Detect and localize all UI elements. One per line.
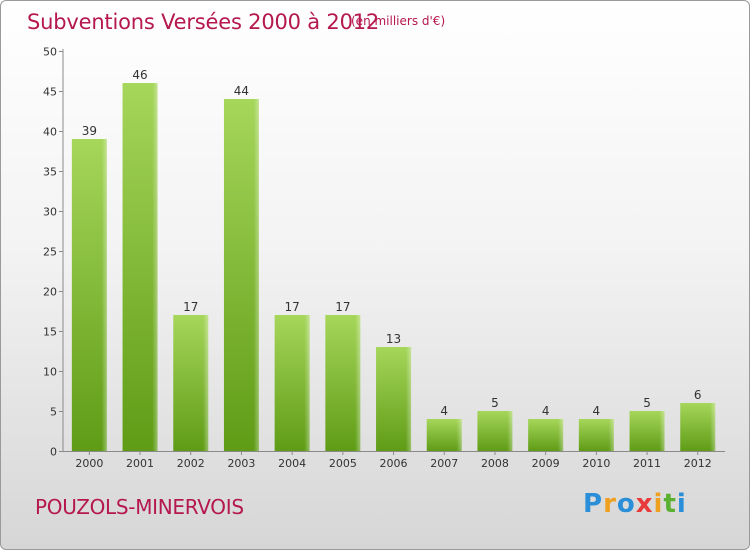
y-tick-label: 35 bbox=[43, 166, 57, 179]
y-tick-label: 25 bbox=[43, 246, 57, 259]
y-tick-label: 50 bbox=[43, 46, 57, 59]
data-label: 17 bbox=[335, 300, 350, 314]
x-tick-label: 2002 bbox=[177, 457, 205, 470]
x-tick-label: 2011 bbox=[633, 457, 661, 470]
data-label: 4 bbox=[440, 404, 448, 418]
x-tick-label: 2007 bbox=[430, 457, 458, 470]
bar-highlight bbox=[477, 411, 513, 451]
y-tick-label: 20 bbox=[43, 286, 57, 299]
data-label: 46 bbox=[132, 68, 147, 82]
y-tick-label: 0 bbox=[50, 446, 57, 459]
bar-highlight bbox=[223, 99, 259, 451]
bar-highlight bbox=[680, 403, 716, 451]
logo-letter: i bbox=[676, 489, 687, 519]
bar-highlight bbox=[71, 139, 107, 451]
x-tick-label: 2005 bbox=[329, 457, 357, 470]
logo-letter: x bbox=[635, 489, 654, 519]
data-label: 4 bbox=[593, 404, 601, 418]
y-tick-label: 10 bbox=[43, 366, 57, 379]
bar-highlight bbox=[274, 315, 310, 451]
x-tick-label: 2010 bbox=[582, 457, 610, 470]
bars-group bbox=[71, 83, 716, 451]
x-tick-label: 2003 bbox=[227, 457, 255, 470]
y-tick-label: 45 bbox=[43, 86, 57, 99]
logo-letter: r bbox=[603, 489, 617, 519]
bar-highlight bbox=[122, 83, 158, 451]
x-tick-label: 2004 bbox=[278, 457, 306, 470]
data-label: 6 bbox=[694, 388, 702, 402]
logo-letter: P bbox=[583, 489, 604, 519]
bar-highlight bbox=[426, 419, 462, 451]
data-label: 13 bbox=[386, 332, 401, 346]
data-label: 5 bbox=[491, 396, 499, 410]
logo-letter: i bbox=[653, 489, 664, 519]
logo-letter: t bbox=[663, 489, 677, 519]
bar-highlight bbox=[325, 315, 361, 451]
data-label: 44 bbox=[234, 84, 249, 98]
x-tick-label: 2008 bbox=[481, 457, 509, 470]
data-label: 17 bbox=[183, 300, 198, 314]
x-tick-label: 2012 bbox=[684, 457, 712, 470]
x-tick-label: 2001 bbox=[126, 457, 154, 470]
y-tick-label: 5 bbox=[50, 406, 57, 419]
bar-highlight bbox=[376, 347, 412, 451]
bar-highlight bbox=[173, 315, 209, 451]
x-tick-label: 2000 bbox=[75, 457, 103, 470]
bar-highlight bbox=[629, 411, 665, 451]
logo-letter: o bbox=[616, 489, 636, 519]
commune-name: POUZOLS-MINERVOIS bbox=[35, 495, 244, 519]
x-tick-label: 2009 bbox=[532, 457, 560, 470]
y-tick-label: 40 bbox=[43, 126, 57, 139]
data-label: 4 bbox=[542, 404, 550, 418]
y-tick-label: 30 bbox=[43, 206, 57, 219]
data-label: 5 bbox=[643, 396, 651, 410]
bar-highlight bbox=[528, 419, 564, 451]
data-label: 17 bbox=[285, 300, 300, 314]
chart-title: Subventions Versées 2000 à 2012 bbox=[27, 10, 380, 34]
y-tick-label: 15 bbox=[43, 326, 57, 339]
proxiti-logo: Proxiti bbox=[583, 489, 687, 519]
x-tick-label: 2006 bbox=[380, 457, 408, 470]
chart-subtitle: (en milliers d'€) bbox=[351, 14, 446, 28]
data-label: 39 bbox=[82, 124, 97, 138]
labels-group: 2000392001462002172003442004172005172006… bbox=[75, 68, 711, 470]
bar-highlight bbox=[578, 419, 614, 451]
